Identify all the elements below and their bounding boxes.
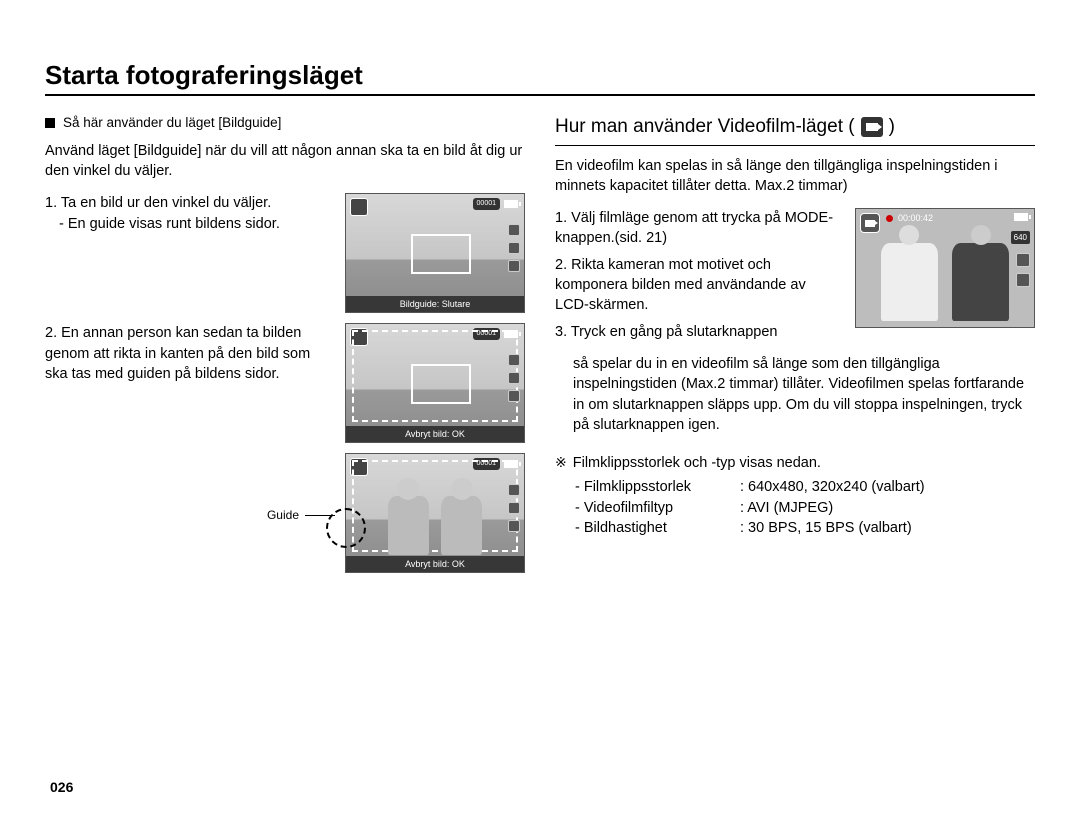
lcd-screen-2: 00001 Avbryt bild: OK xyxy=(345,323,525,443)
flash-icon xyxy=(508,354,520,366)
counter-badge: 00001 xyxy=(473,198,500,210)
spec-value: : 640x480, 320x240 (valbart) xyxy=(740,477,925,497)
note-block: ※ Filmklippsstorlek och -typ visas nedan… xyxy=(555,453,1035,538)
record-time: 00:00:42 xyxy=(898,212,933,225)
lcd-thumb-1: 00001 Bildguide: Slutare xyxy=(345,193,525,313)
battery-icon xyxy=(1014,213,1028,221)
spec-label: - Filmklippsstorlek xyxy=(575,477,740,497)
reference-mark-icon: ※ xyxy=(555,453,567,473)
side-icon xyxy=(1016,253,1030,267)
spec-row-fps: - Bildhastighet : 30 BPS, 15 BPS (valbar… xyxy=(575,518,1035,538)
macro-icon xyxy=(508,260,520,272)
spec-row-type: - Videofilmfiltyp : AVI (MJPEG) xyxy=(575,498,1035,518)
lcd-bottom-bar: Avbryt bild: OK xyxy=(346,426,524,442)
left-intro: Använd läget [Bildguide] när du vill att… xyxy=(45,141,525,182)
spec-value: : AVI (MJPEG) xyxy=(740,498,833,518)
right-column: Hur man använder Videofilm-läget ( ) En … xyxy=(555,114,1035,584)
video-lcd-thumb: 00:00:42 640 xyxy=(855,208,1035,328)
lcd-bottom-bar: Bildguide: Slutare xyxy=(346,296,524,312)
focus-frame xyxy=(411,364,471,404)
wedding-illustration xyxy=(874,239,1016,322)
lcd-side-icons xyxy=(508,224,520,272)
guide-edge-callout-icon xyxy=(326,508,366,548)
right-heading: Hur man använder Videofilm-läget ( ) xyxy=(555,114,1035,146)
lcd-side-icons xyxy=(508,484,520,532)
page-title: Starta fotograferingsläget xyxy=(45,60,1035,96)
spec-label: - Videofilmfiltyp xyxy=(575,498,740,518)
right-intro: En videofilm kan spelas in så länge den … xyxy=(555,156,1035,197)
guide-label-text: Guide xyxy=(267,507,299,524)
step-1-row: 1. Ta en bild ur den vinkel du väljer. -… xyxy=(45,193,525,313)
step-1-sub: - En guide visas runt bildens sidor. xyxy=(45,214,335,234)
record-dot-icon xyxy=(886,215,893,222)
timer-icon xyxy=(508,502,520,514)
note-line: Filmklippsstorlek och -typ visas nedan. xyxy=(573,453,821,473)
lcd-screen-1: 00001 Bildguide: Slutare xyxy=(345,193,525,313)
left-column: Så här använder du läget [Bildguide] Anv… xyxy=(45,114,525,584)
timer-icon xyxy=(508,242,520,254)
flash-icon xyxy=(508,484,520,496)
spec-row-size: - Filmklippsstorlek : 640x480, 320x240 (… xyxy=(575,477,1035,497)
right-step-3-cont: så spelar du in en videofilm så länge so… xyxy=(555,354,1035,435)
bullet-square-icon xyxy=(45,118,55,128)
left-subtitle-row: Så här använder du läget [Bildguide] xyxy=(45,114,525,133)
heading-suffix: ) xyxy=(889,114,895,141)
video-mode-corner-icon xyxy=(860,213,880,233)
step-1-text: 1. Ta en bild ur den vinkel du väljer. -… xyxy=(45,193,335,234)
lcd-bottom-bar: Avbryt bild: OK xyxy=(346,556,524,572)
step-2-text: 2. En annan person kan sedan ta bilden g… xyxy=(45,323,335,384)
focus-frame xyxy=(411,234,471,274)
side-icon xyxy=(1016,273,1030,287)
step-1-line: 1. Ta en bild ur den vinkel du väljer. xyxy=(45,193,335,213)
video-mode-icon xyxy=(861,117,883,137)
two-column-layout: Så här använder du läget [Bildguide] Anv… xyxy=(45,114,1035,584)
bride-shape xyxy=(881,243,938,321)
spec-label: - Bildhastighet xyxy=(575,518,740,538)
people-illustration xyxy=(382,490,489,555)
timer-icon xyxy=(508,372,520,384)
page-number: 026 xyxy=(50,779,73,795)
lcd-side-icons xyxy=(508,354,520,402)
macro-icon xyxy=(508,390,520,402)
step-2-row: 2. En annan person kan sedan ta bilden g… xyxy=(45,323,525,573)
heading-prefix: Hur man använder Videofilm-läget ( xyxy=(555,114,855,141)
lcd-screen-3: 00001 Avbryt bild: OK xyxy=(345,453,525,573)
left-subtitle: Så här använder du läget [Bildguide] xyxy=(63,114,281,133)
macro-icon xyxy=(508,520,520,532)
lcd-thumb-stack: 00001 Avbryt bild: OK 00001 xyxy=(345,323,525,573)
spec-value: : 30 BPS, 15 BPS (valbart) xyxy=(740,518,912,538)
battery-icon xyxy=(504,200,518,208)
groom-shape xyxy=(952,243,1009,321)
flash-icon xyxy=(508,224,520,236)
person-shape xyxy=(388,496,429,554)
mode-icon xyxy=(350,198,368,216)
lcd-top-right: 00001 xyxy=(473,198,518,210)
person-shape xyxy=(441,496,482,554)
